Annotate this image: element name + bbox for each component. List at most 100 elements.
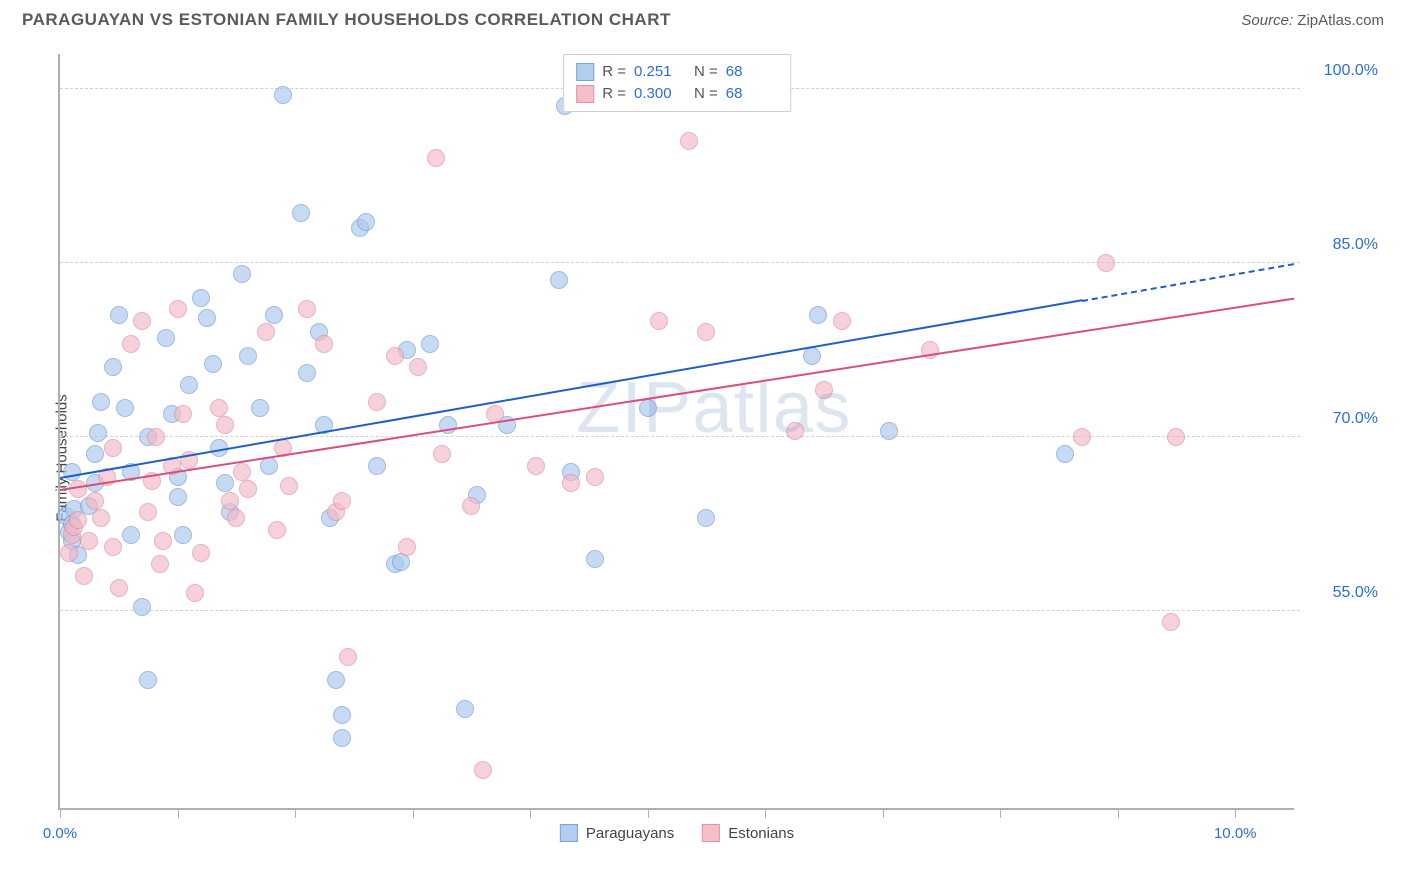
scatter-point [239, 347, 257, 365]
x-tick [1118, 808, 1119, 818]
chart-title: PARAGUAYAN VS ESTONIAN FAMILY HOUSEHOLDS… [22, 10, 671, 30]
legend-series: Paraguayans Estonians [560, 824, 794, 842]
legend-label-paraguayans: Paraguayans [586, 825, 674, 842]
scatter-point [697, 509, 715, 527]
scatter-point [227, 509, 245, 527]
scatter-point [327, 671, 345, 689]
scatter-point [398, 538, 416, 556]
x-tick [1235, 808, 1236, 818]
scatter-point [198, 309, 216, 327]
legend-swatch-estonians [576, 85, 594, 103]
y-tick-label: 55.0% [1304, 584, 1378, 602]
scatter-point [368, 457, 386, 475]
legend-r-value-0: 0.251 [634, 61, 686, 83]
scatter-point [265, 306, 283, 324]
scatter-point [1162, 613, 1180, 631]
chart-header: PARAGUAYAN VS ESTONIAN FAMILY HOUSEHOLDS… [0, 0, 1406, 34]
scatter-point [456, 700, 474, 718]
x-tick-label: 10.0% [1214, 825, 1257, 842]
scatter-point [298, 364, 316, 382]
legend-n-label-1: N = [694, 83, 718, 105]
scatter-point [650, 312, 668, 330]
x-tick-label: 0.0% [43, 825, 77, 842]
y-tick-label: 85.0% [1304, 236, 1378, 254]
scatter-point [204, 355, 222, 373]
source-label: Source: [1241, 12, 1293, 29]
trend-line [60, 298, 1294, 491]
scatter-point [110, 306, 128, 324]
scatter-point [110, 579, 128, 597]
scatter-point [216, 474, 234, 492]
x-tick [765, 808, 766, 818]
scatter-point [368, 393, 386, 411]
source-attribution: Source: ZipAtlas.com [1241, 12, 1384, 29]
source-value: ZipAtlas.com [1297, 12, 1384, 29]
scatter-point [133, 312, 151, 330]
scatter-point [169, 300, 187, 318]
legend-item-estonians: Estonians [702, 824, 794, 842]
scatter-point [1056, 445, 1074, 463]
scatter-point [1167, 428, 1185, 446]
legend-label-estonians: Estonians [728, 825, 794, 842]
scatter-point [1073, 428, 1091, 446]
scatter-point [86, 492, 104, 510]
scatter-point [122, 526, 140, 544]
scatter-point [697, 323, 715, 341]
scatter-point [186, 584, 204, 602]
legend-n-value-0: 68 [726, 61, 778, 83]
scatter-point [251, 399, 269, 417]
scatter-point [86, 445, 104, 463]
scatter-point [157, 329, 175, 347]
scatter-point [421, 335, 439, 353]
scatter-point [809, 306, 827, 324]
legend-swatch-paraguayans-bottom [560, 824, 578, 842]
scatter-point [409, 358, 427, 376]
scatter-point [169, 488, 187, 506]
scatter-point [60, 544, 78, 562]
x-tick [413, 808, 414, 818]
scatter-point [104, 439, 122, 457]
y-tick-label: 100.0% [1304, 62, 1378, 80]
scatter-point [180, 376, 198, 394]
legend-item-paraguayans: Paraguayans [560, 824, 674, 842]
scatter-point [133, 598, 151, 616]
legend-r-label-0: R = [602, 61, 626, 83]
scatter-point [680, 132, 698, 150]
scatter-point [92, 393, 110, 411]
scatter-point [433, 445, 451, 463]
x-tick [60, 808, 61, 818]
scatter-point [75, 567, 93, 585]
scatter-point [815, 381, 833, 399]
y-tick-label: 70.0% [1304, 410, 1378, 428]
scatter-point [474, 761, 492, 779]
legend-stats-row-1: R = 0.300 N = 68 [576, 83, 778, 105]
scatter-point [174, 405, 192, 423]
scatter-point [268, 521, 286, 539]
scatter-point [154, 532, 172, 550]
scatter-point [274, 86, 292, 104]
scatter-point [527, 457, 545, 475]
scatter-point [116, 399, 134, 417]
scatter-point [333, 729, 351, 747]
x-tick [883, 808, 884, 818]
scatter-point [210, 399, 228, 417]
scatter-point [147, 428, 165, 446]
scatter-point [69, 511, 87, 529]
scatter-point [192, 289, 210, 307]
x-tick [295, 808, 296, 818]
scatter-point [89, 424, 107, 442]
x-tick [648, 808, 649, 818]
scatter-point [1097, 254, 1115, 272]
scatter-point [880, 422, 898, 440]
legend-swatch-estonians-bottom [702, 824, 720, 842]
scatter-point [333, 706, 351, 724]
scatter-point [139, 503, 157, 521]
scatter-point [462, 497, 480, 515]
scatter-point [192, 544, 210, 562]
scatter-point [292, 204, 310, 222]
scatter-point [280, 477, 298, 495]
scatter-point [315, 335, 333, 353]
scatter-point [80, 532, 98, 550]
legend-swatch-paraguayans [576, 63, 594, 81]
legend-stats-row-0: R = 0.251 N = 68 [576, 61, 778, 83]
